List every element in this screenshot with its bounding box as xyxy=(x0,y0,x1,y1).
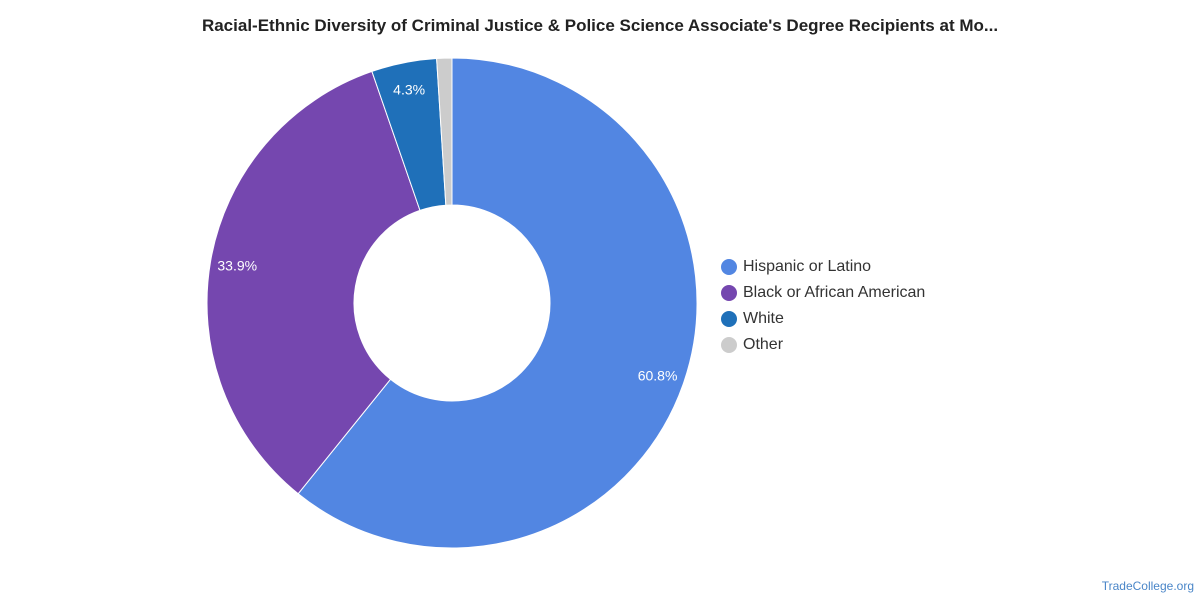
legend-swatch-icon xyxy=(721,311,737,327)
watermark-link[interactable]: TradeCollege.org xyxy=(1101,579,1194,593)
legend-swatch-icon xyxy=(721,285,737,301)
legend-item-white[interactable]: White xyxy=(721,306,925,332)
legend-item-other[interactable]: Other xyxy=(721,332,925,358)
chart-title: Racial-Ethnic Diversity of Criminal Just… xyxy=(201,16,999,35)
legend-label: White xyxy=(743,310,784,327)
legend-swatch-icon xyxy=(721,259,737,275)
slice-label-white: 4.3% xyxy=(393,81,425,97)
slice-hispanic-or-latino[interactable] xyxy=(297,57,698,549)
slice-label-black-or-african-american: 33.9% xyxy=(217,258,257,274)
slice-other[interactable] xyxy=(436,57,453,206)
legend-item-hispanic-or-latino[interactable]: Hispanic or Latino xyxy=(721,254,925,280)
legend-item-black-or-african-american[interactable]: Black or African American xyxy=(721,280,925,306)
legend-label: Hispanic or Latino xyxy=(743,258,872,275)
slice-black-or-african-american[interactable] xyxy=(206,70,421,495)
legend-swatch-icon xyxy=(721,337,737,353)
legend-label: Black or African American xyxy=(743,284,926,301)
legend-label: Other xyxy=(743,336,784,353)
chart-legend: Hispanic or Latino Black or African Ameri… xyxy=(721,254,925,358)
slice-label-hispanic-or-latino: 60.8% xyxy=(638,368,678,384)
